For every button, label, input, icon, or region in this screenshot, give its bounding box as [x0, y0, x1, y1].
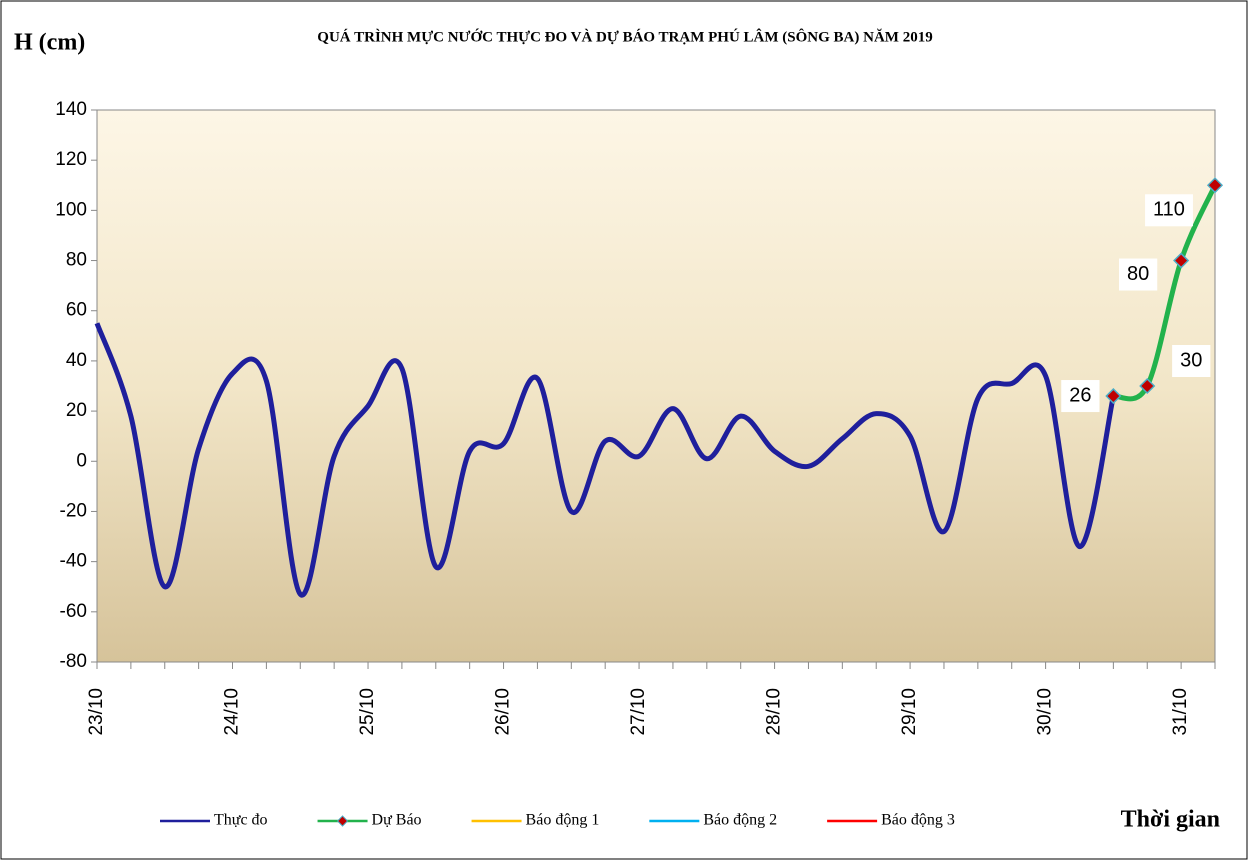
y-axis-label: H (cm)	[14, 30, 85, 56]
data-label-box	[1061, 380, 1100, 413]
y-tick-label: -20	[60, 500, 87, 521]
x-tick-label: 29/10	[899, 688, 920, 736]
legend-label: Báo động 3	[881, 812, 955, 829]
y-tick-label: 100	[55, 199, 87, 220]
x-tick-label: 26/10	[493, 688, 514, 736]
legend-marker	[336, 815, 349, 827]
y-tick-label: -80	[60, 651, 87, 672]
legend-label: Dự Báo	[372, 812, 422, 829]
data-label-box	[1172, 345, 1211, 377]
y-tick-label: 120	[55, 149, 87, 170]
plot-area	[96, 109, 1216, 663]
y-tick-label: -40	[60, 551, 87, 572]
y-tick-label: 40	[66, 350, 87, 371]
y-tick-label: 0	[76, 450, 87, 471]
data-label: 30	[1180, 349, 1202, 371]
marker	[1206, 177, 1224, 194]
legend-label: Báo động 1	[526, 812, 600, 829]
marker	[1139, 377, 1156, 395]
x-tick-label: 23/10	[86, 688, 107, 736]
data-label: 26	[1069, 384, 1091, 406]
x-axis-label: Thời gian	[1121, 807, 1220, 833]
series-line	[94, 322, 1116, 598]
data-label: 80	[1127, 263, 1149, 285]
x-tick-label: 27/10	[628, 688, 649, 736]
marker	[1173, 252, 1190, 269]
y-tick-label: 60	[66, 300, 87, 321]
x-tick-label: 24/10	[222, 688, 243, 736]
x-tick-label: 30/10	[1035, 688, 1056, 736]
y-tick-label: 80	[66, 250, 87, 271]
series-line	[1112, 184, 1218, 402]
legend-label: Thực đo	[214, 812, 268, 829]
x-tick-label: 25/10	[357, 688, 378, 736]
chart-title: QUÁ TRÌNH MỰC NƯỚC THỰC ĐO VÀ DỰ BÁO TRẠ…	[317, 28, 932, 45]
y-tick-label: 140	[55, 99, 87, 120]
data-label-box	[1118, 258, 1158, 291]
data-label: 110	[1153, 199, 1185, 221]
legend-label: Báo động 2	[703, 812, 777, 829]
y-tick-label: -60	[60, 601, 87, 622]
data-label-box	[1145, 194, 1193, 227]
y-tick-label: 20	[66, 400, 87, 421]
marker	[1105, 387, 1122, 405]
x-tick-label: 31/10	[1170, 688, 1191, 736]
x-tick-label: 28/10	[764, 688, 785, 736]
